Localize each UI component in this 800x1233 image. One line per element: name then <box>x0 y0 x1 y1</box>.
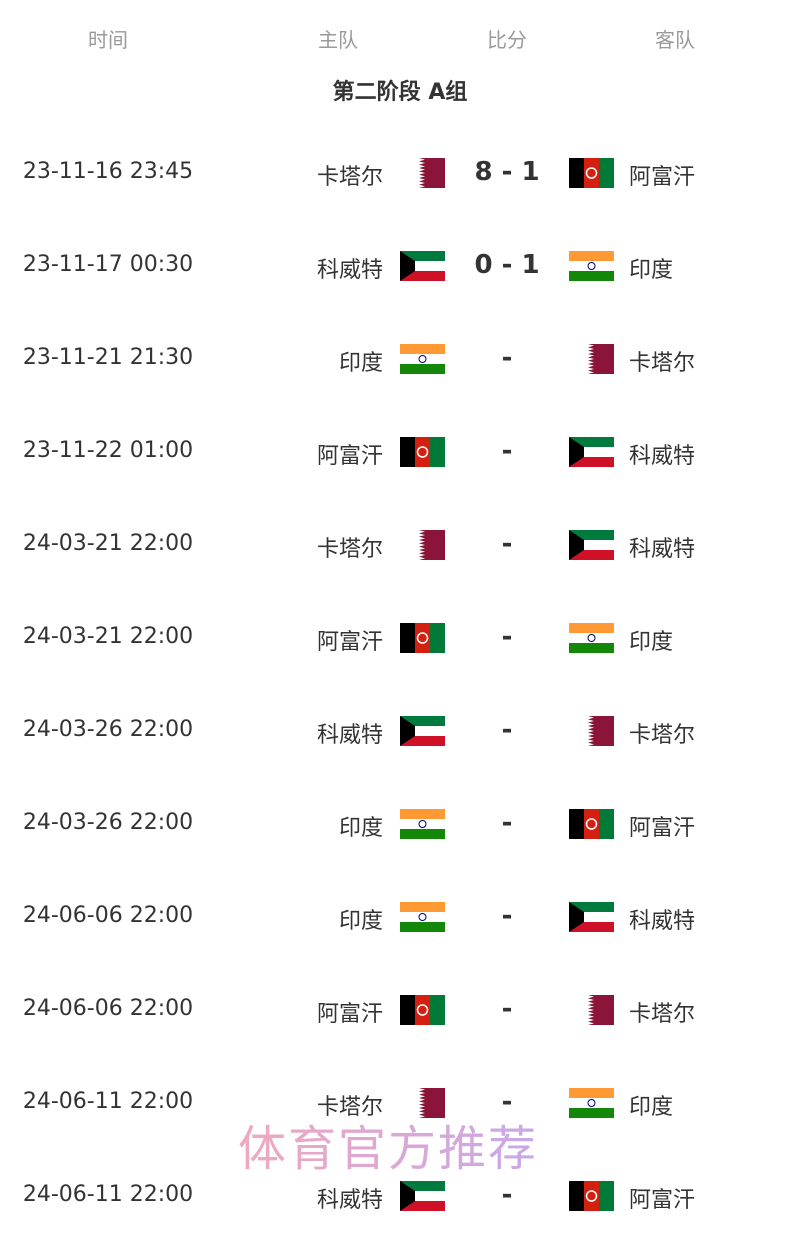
match-score: - <box>501 343 513 373</box>
match-time: 24-03-26 22:00 <box>22 717 194 742</box>
match-time: 24-06-11 22:00 <box>22 1089 194 1114</box>
home-flag-icon <box>400 530 445 564</box>
group-title: 第二阶段 A组 <box>332 80 468 105</box>
match-score: - <box>501 1180 513 1210</box>
home-flag-icon <box>400 809 445 843</box>
home-team: 卡塔尔 <box>316 165 383 190</box>
away-flag-icon <box>569 1088 614 1122</box>
home-flag-icon <box>400 716 445 750</box>
home-team: 阿富汗 <box>316 630 383 655</box>
match-row[interactable]: 23-11-22 01:00 阿富汗 - 科威特 <box>0 432 800 472</box>
away-flag-icon <box>569 158 614 192</box>
header-home: 主队 <box>318 28 358 52</box>
away-flag-icon <box>569 716 614 750</box>
home-team: 印度 <box>338 909 383 934</box>
away-flag-icon <box>569 251 614 285</box>
home-flag-icon <box>400 902 445 936</box>
home-flag-icon <box>400 437 445 471</box>
match-score: - <box>501 808 513 838</box>
home-team: 阿富汗 <box>316 444 383 469</box>
match-time: 24-06-06 22:00 <box>22 903 194 928</box>
match-time: 24-03-21 22:00 <box>22 531 194 556</box>
away-team: 印度 <box>629 258 674 283</box>
away-team: 阿富汗 <box>629 165 696 190</box>
home-flag-icon <box>400 623 445 657</box>
away-team: 阿富汗 <box>629 816 696 841</box>
match-row[interactable]: 24-03-26 22:00 科威特 - 卡塔尔 <box>0 711 800 751</box>
away-team: 阿富汗 <box>629 1188 696 1213</box>
match-row[interactable]: 24-06-06 22:00 阿富汗 - 卡塔尔 <box>0 990 800 1030</box>
away-flag-icon <box>569 902 614 936</box>
away-team: 卡塔尔 <box>629 351 696 376</box>
match-time: 23-11-17 00:30 <box>22 252 194 277</box>
watermark: 体育官方推荐 <box>238 1121 539 1177</box>
match-row[interactable]: 23-11-21 21:30 印度 - 卡塔尔 <box>0 339 800 379</box>
home-team: 科威特 <box>316 1188 383 1213</box>
away-flag-icon <box>569 344 614 378</box>
match-row[interactable]: 24-03-21 22:00 阿富汗 - 印度 <box>0 618 800 658</box>
away-team: 科威特 <box>629 537 696 562</box>
home-flag-icon <box>400 995 445 1029</box>
home-team: 卡塔尔 <box>316 537 383 562</box>
away-flag-icon <box>569 995 614 1029</box>
match-score: - <box>501 1087 513 1117</box>
header-time: 时间 <box>88 28 128 52</box>
match-time: 24-06-06 22:00 <box>22 996 194 1021</box>
home-team: 科威特 <box>316 723 383 748</box>
home-flag-icon <box>400 1181 445 1215</box>
home-team: 卡塔尔 <box>316 1095 383 1120</box>
match-score: 0 - 1 <box>474 250 540 280</box>
match-time: 23-11-21 21:30 <box>22 345 194 370</box>
home-team: 科威特 <box>316 258 383 283</box>
away-flag-icon <box>569 530 614 564</box>
match-time: 24-03-21 22:00 <box>22 624 194 649</box>
match-row[interactable]: 24-06-11 22:00 科威特 - 阿富汗 <box>0 1176 800 1216</box>
home-team: 阿富汗 <box>316 1002 383 1027</box>
away-flag-icon <box>569 437 614 471</box>
match-row[interactable]: 24-06-11 22:00 卡塔尔 - 印度 <box>0 1083 800 1123</box>
away-team: 卡塔尔 <box>629 1002 696 1027</box>
header-away: 客队 <box>655 28 695 52</box>
match-score: - <box>501 994 513 1024</box>
home-team: 印度 <box>338 816 383 841</box>
match-row[interactable]: 24-03-26 22:00 印度 - 阿富汗 <box>0 804 800 844</box>
match-score: - <box>501 622 513 652</box>
home-flag-icon <box>400 344 445 378</box>
away-flag-icon <box>569 809 614 843</box>
away-team: 科威特 <box>629 444 696 469</box>
match-score: - <box>501 436 513 466</box>
home-flag-icon <box>400 1088 445 1122</box>
match-score: 8 - 1 <box>474 157 540 187</box>
match-row[interactable]: 24-03-21 22:00 卡塔尔 - 科威特 <box>0 525 800 565</box>
away-team: 卡塔尔 <box>629 723 696 748</box>
away-team: 印度 <box>629 630 674 655</box>
match-time: 23-11-16 23:45 <box>22 159 194 184</box>
match-time: 24-03-26 22:00 <box>22 810 194 835</box>
header-score: 比分 <box>487 28 527 52</box>
match-score: - <box>501 715 513 745</box>
home-flag-icon <box>400 158 445 192</box>
match-score: - <box>501 529 513 559</box>
match-time: 24-06-11 22:00 <box>22 1182 194 1207</box>
away-team: 科威特 <box>629 909 696 934</box>
match-row[interactable]: 23-11-17 00:30 科威特 0 - 1 印度 <box>0 246 800 286</box>
home-team: 印度 <box>338 351 383 376</box>
match-row[interactable]: 23-11-16 23:45 卡塔尔 8 - 1 阿富汗 <box>0 153 800 193</box>
away-team: 印度 <box>629 1095 674 1120</box>
away-flag-icon <box>569 1181 614 1215</box>
match-time: 23-11-22 01:00 <box>22 438 194 463</box>
match-score: - <box>501 901 513 931</box>
away-flag-icon <box>569 623 614 657</box>
home-flag-icon <box>400 251 445 285</box>
match-row[interactable]: 24-06-06 22:00 印度 - 科威特 <box>0 897 800 937</box>
